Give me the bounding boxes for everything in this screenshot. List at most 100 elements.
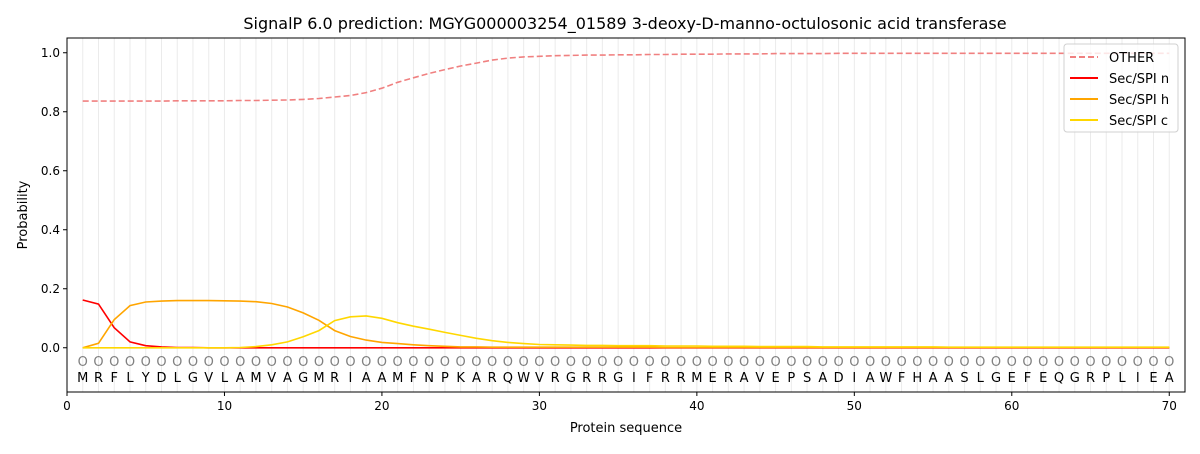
series-line-other bbox=[82, 52, 1170, 102]
region-label: O bbox=[582, 355, 592, 370]
region-label: O bbox=[692, 355, 702, 370]
residue-label: D bbox=[156, 371, 166, 386]
x-tick-label: 30 bbox=[532, 399, 547, 413]
residue-label: A bbox=[929, 371, 938, 386]
residue-label: G bbox=[1070, 371, 1080, 386]
residue-label: F bbox=[110, 371, 117, 386]
region-label: O bbox=[93, 355, 103, 370]
region-label: O bbox=[1022, 355, 1032, 370]
region-label: O bbox=[141, 355, 151, 370]
y-tick-label: 0.2 bbox=[41, 282, 60, 296]
x-tick-label: 50 bbox=[847, 399, 862, 413]
residue-label: V bbox=[204, 371, 213, 386]
residue-label: G bbox=[991, 371, 1001, 386]
y-axis-label: Probability bbox=[16, 180, 31, 249]
legend: OTHER Sec/SPI n Sec/SPI h Sec/SPI c bbox=[1063, 43, 1179, 133]
region-label: O bbox=[818, 355, 828, 370]
region-label: O bbox=[975, 355, 985, 370]
residue-label: A bbox=[472, 371, 481, 386]
region-label: O bbox=[676, 355, 686, 370]
residue-label: R bbox=[94, 371, 103, 386]
region-label: O bbox=[188, 355, 198, 370]
residue-label: F bbox=[410, 371, 417, 386]
residue-label: G bbox=[566, 371, 576, 386]
legend-box bbox=[1063, 43, 1179, 133]
residue-label: F bbox=[646, 371, 653, 386]
legend-label: Sec/SPI c bbox=[1109, 114, 1168, 129]
region-label: O bbox=[408, 355, 418, 370]
region-label: O bbox=[723, 355, 733, 370]
residue-label: L bbox=[1118, 371, 1126, 386]
region-label: O bbox=[1007, 355, 1017, 370]
region-label: O bbox=[881, 355, 891, 370]
residue-label: E bbox=[1039, 371, 1047, 386]
region-label: O bbox=[314, 355, 324, 370]
residue-label: G bbox=[613, 371, 623, 386]
residue-label: R bbox=[724, 371, 733, 386]
region-label: O bbox=[802, 355, 812, 370]
residue-label: N bbox=[424, 371, 434, 386]
region-label: O bbox=[991, 355, 1001, 370]
region-label: O bbox=[156, 355, 166, 370]
region-label: O bbox=[550, 355, 560, 370]
region-label: O bbox=[755, 355, 765, 370]
y-tick-label: 0.4 bbox=[41, 223, 60, 237]
region-label: O bbox=[456, 355, 466, 370]
residue-label: A bbox=[740, 371, 749, 386]
region-label: O bbox=[645, 355, 655, 370]
region-label: O bbox=[1164, 355, 1174, 370]
region-label: O bbox=[613, 355, 623, 370]
residue-label: R bbox=[582, 371, 591, 386]
region-label: O bbox=[959, 355, 969, 370]
residue-label: I bbox=[349, 371, 353, 386]
region-label: O bbox=[597, 355, 607, 370]
residue-label: E bbox=[771, 371, 779, 386]
x-tick-label: 10 bbox=[217, 399, 232, 413]
residue-label: I bbox=[632, 371, 636, 386]
region-label: O bbox=[282, 355, 292, 370]
residue-label: L bbox=[977, 371, 985, 386]
residue-label: P bbox=[1102, 371, 1110, 386]
region-label: O bbox=[1070, 355, 1080, 370]
residue-label: E bbox=[708, 371, 716, 386]
region-label: O bbox=[896, 355, 906, 370]
residue-label: L bbox=[126, 371, 134, 386]
residue-label: M bbox=[392, 371, 403, 386]
residue-label: A bbox=[818, 371, 827, 386]
region-label: O bbox=[865, 355, 875, 370]
x-tick-label: 0 bbox=[63, 399, 71, 413]
residue-label: A bbox=[866, 371, 875, 386]
residue-label: M bbox=[250, 371, 261, 386]
region-label: O bbox=[534, 355, 544, 370]
region-label: O bbox=[204, 355, 214, 370]
residue-label: I bbox=[1136, 371, 1140, 386]
residue-label: G bbox=[188, 371, 198, 386]
residue-label: R bbox=[330, 371, 339, 386]
region-label: O bbox=[298, 355, 308, 370]
region-label: O bbox=[219, 355, 229, 370]
region-label: O bbox=[125, 355, 135, 370]
region-label: O bbox=[330, 355, 340, 370]
residue-label: R bbox=[598, 371, 607, 386]
region-label: O bbox=[770, 355, 780, 370]
region-label: O bbox=[833, 355, 843, 370]
region-label: O bbox=[629, 355, 639, 370]
region-label: O bbox=[251, 355, 261, 370]
region-label: O bbox=[471, 355, 481, 370]
residue-label: V bbox=[755, 371, 764, 386]
x-tick-label: 70 bbox=[1162, 399, 1177, 413]
residue-label: S bbox=[960, 371, 968, 386]
residue-label: E bbox=[1008, 371, 1016, 386]
residue-label: A bbox=[1165, 371, 1174, 386]
y-tick-label: 1.0 bbox=[41, 46, 60, 60]
residue-label: A bbox=[283, 371, 292, 386]
region-label: O bbox=[660, 355, 670, 370]
region-label: O bbox=[377, 355, 387, 370]
residue-label: V bbox=[267, 371, 276, 386]
region-label: O bbox=[361, 355, 371, 370]
region-label: O bbox=[1133, 355, 1143, 370]
region-label: O bbox=[849, 355, 859, 370]
region-label: O bbox=[519, 355, 529, 370]
residue-label: M bbox=[313, 371, 324, 386]
